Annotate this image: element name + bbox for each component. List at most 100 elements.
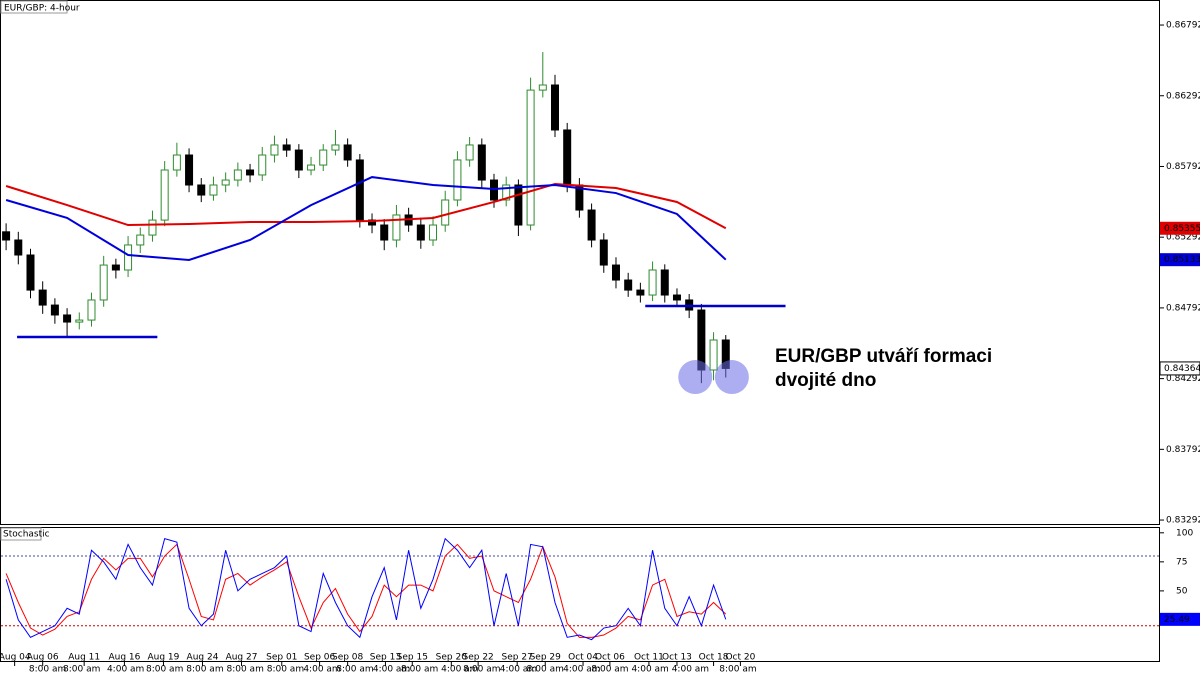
x-tick-label: Sep 01: [266, 653, 297, 663]
candle-body: [38, 289, 47, 306]
price-badge-label: 0.85133: [1164, 255, 1200, 265]
x-tick-label: 8:00 am: [63, 665, 100, 675]
x-tick-label: Sep 13: [370, 653, 401, 663]
y-tick-label: 0.86792: [1166, 21, 1200, 31]
title-box: [0, 0, 68, 14]
candle-body: [465, 144, 474, 161]
candle-body: [197, 184, 206, 196]
candle-body: [526, 89, 535, 226]
moving-average: [5, 182, 727, 230]
candle-body: [624, 279, 633, 291]
candle-body: [221, 179, 230, 186]
candle-body: [380, 224, 389, 241]
y-tick-label: 0.83292: [1166, 516, 1200, 526]
candle-body: [185, 154, 194, 186]
y-tick-label: 50: [1176, 586, 1188, 596]
x-tick-label: Aug 24: [187, 653, 219, 663]
candle-body: [343, 144, 352, 161]
y-tick-label: 0.85792: [1166, 162, 1200, 172]
candle-body: [160, 169, 169, 221]
candle-body: [319, 149, 328, 166]
x-tick-label: 4:00 am: [107, 665, 144, 675]
candle-body: [453, 159, 462, 201]
candle-body: [99, 264, 108, 301]
x-tick-label: 8:00 am: [226, 665, 263, 675]
candle-body: [2, 231, 11, 241]
x-tick-label: Oct 06: [595, 653, 625, 663]
candle-body: [331, 144, 340, 151]
price-badge: [1160, 253, 1200, 267]
candle-body: [441, 199, 450, 226]
candle-body: [490, 179, 499, 201]
y-tick-label: 100: [1176, 528, 1193, 538]
x-tick-label: Sep 27: [502, 653, 533, 663]
stochastic-line: [5, 537, 727, 641]
x-tick-label: Aug 11: [68, 653, 100, 663]
candle-body: [111, 264, 120, 271]
x-tick-label: Oct 11: [634, 653, 664, 663]
candle-body: [648, 269, 657, 296]
price-badge: [1160, 221, 1200, 235]
candle-body: [75, 319, 84, 323]
candle-body: [50, 304, 59, 316]
y-tick-label: 0.84292: [1166, 374, 1200, 384]
candle-body: [611, 264, 620, 281]
candle-body: [660, 269, 669, 296]
price-badge: [1160, 612, 1200, 626]
candle-body: [587, 209, 596, 241]
x-tick-label: 4:00 am: [373, 665, 410, 675]
x-tick-label: 4:00 am: [672, 665, 709, 675]
x-tick-label: Aug 27: [226, 653, 258, 663]
annotation: dvojité dno: [775, 370, 876, 391]
price-badge-label: 25.49: [1164, 615, 1190, 625]
candle-body: [709, 339, 718, 371]
x-tick-label: 4:00 am: [631, 665, 668, 675]
candle-body: [172, 154, 181, 171]
highlight: [678, 360, 713, 395]
x-tick-label: 8:00 am: [267, 665, 304, 675]
candle-body: [538, 84, 547, 91]
candle-body: [672, 294, 681, 301]
y-tick-label: 0.84792: [1166, 303, 1200, 313]
y-tick-label: 0.83792: [1166, 445, 1200, 455]
price-badge: [1159, 361, 1200, 376]
y-tick-label: 0.86292: [1166, 91, 1200, 101]
candle-body: [258, 154, 267, 176]
x-tick-label: Oct 20: [725, 653, 755, 663]
price-badge-label: 0.85355: [1164, 224, 1200, 234]
candle-body: [355, 159, 364, 221]
candle-body: [246, 169, 255, 176]
x-tick-label: 8:00 am: [719, 665, 756, 675]
x-tick-label: Oct 04: [568, 653, 598, 663]
pane-title: Stochastic: [3, 530, 50, 540]
candle-body: [26, 254, 35, 291]
x-tick-label: 8:00 am: [29, 665, 66, 675]
x-tick-label: Sep 29: [530, 653, 562, 663]
x-tick-label: Aug 04: [0, 653, 31, 663]
x-tick-label: Sep 06: [304, 653, 336, 663]
candle-body: [63, 314, 72, 323]
main-pane: [0, 0, 1160, 525]
x-tick-label: 8:00 am: [463, 665, 500, 675]
candle-body: [136, 234, 145, 246]
candle-body: [550, 84, 559, 131]
y-tick-label: 0.85292: [1166, 233, 1200, 243]
x-tick-label: Aug 19: [148, 653, 180, 663]
candle-body: [87, 299, 96, 321]
x-tick-label: 4:00 am: [563, 665, 600, 675]
x-tick-label: 8:00 am: [186, 665, 223, 675]
x-tick-label: 4:00 am: [441, 665, 478, 675]
x-tick-label: Sep 22: [463, 653, 494, 663]
price-badge-label: 0.84364: [1164, 364, 1200, 374]
x-tick-label: 8:00 am: [146, 665, 183, 675]
x-tick-label: 8:00 am: [401, 665, 438, 675]
candle-body: [270, 144, 279, 156]
candle-body: [14, 239, 23, 256]
candle-body: [282, 144, 291, 151]
x-tick-label: 8:00 am: [336, 665, 373, 675]
pane-title-box: [0, 527, 42, 541]
x-tick-label: 8:00 am: [591, 665, 628, 675]
x-tick-label: Oct 13: [662, 653, 692, 663]
